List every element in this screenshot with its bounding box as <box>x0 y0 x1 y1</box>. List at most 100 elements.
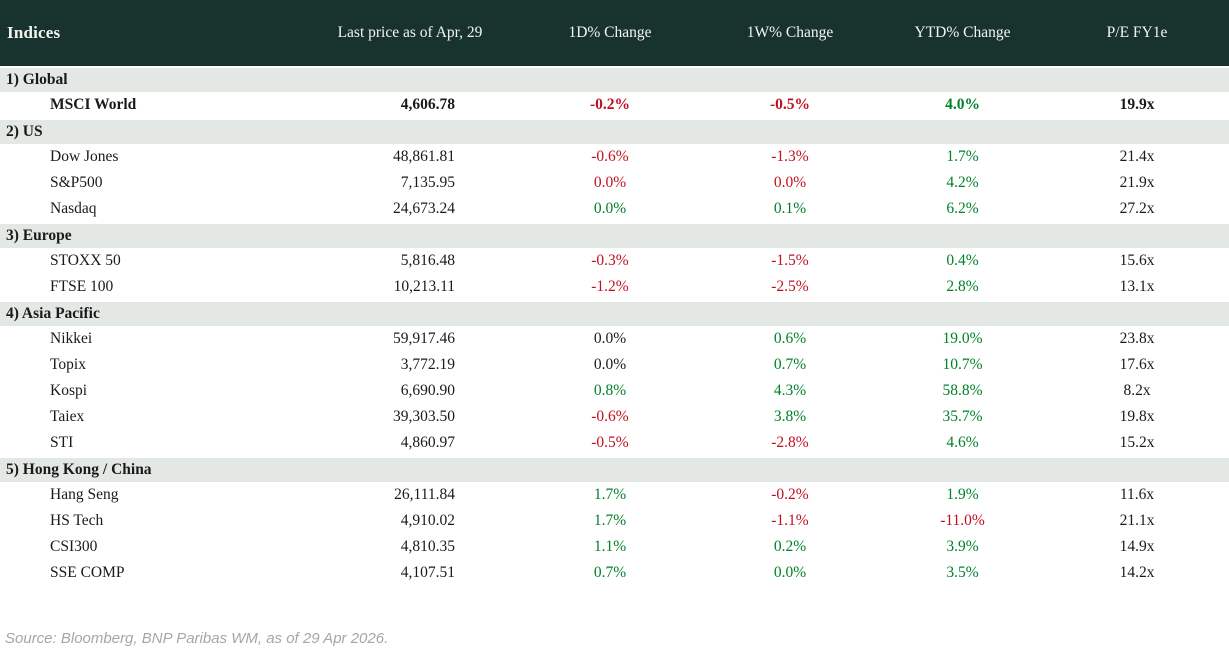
last-price: 4,910.02 <box>400 512 455 529</box>
section-header: 5) Hong Kong / China <box>0 456 1229 482</box>
last-price: 10,213.11 <box>393 278 455 295</box>
column-header-1d-change: 1D% Change <box>568 24 652 41</box>
last-price: 26,111.84 <box>394 486 455 503</box>
change-1w: -1.3% <box>771 148 809 165</box>
table-row: STI 4,860.97 -0.5% -2.8% 4.6% 15.2x <box>0 430 1229 456</box>
column-header-ytd-change: YTD% Change <box>914 24 1011 41</box>
table-row: SSE COMP 4,107.51 0.7% 0.0% 3.5% 14.2x <box>0 560 1229 586</box>
table-row: MSCI World 4,606.78 -0.2% -0.5% 4.0% 19.9x <box>0 92 1229 118</box>
section-header: 3) Europe <box>0 222 1229 248</box>
change-1w: 0.7% <box>773 356 807 373</box>
change-1w: 0.6% <box>773 330 807 347</box>
change-1d: -0.5% <box>591 434 629 451</box>
last-price: 5,816.48 <box>400 252 455 269</box>
change-1d: -0.3% <box>591 252 629 269</box>
change-ytd: 1.9% <box>946 486 979 503</box>
pe-ratio: 11.6x <box>1119 486 1155 503</box>
index-name: Dow Jones <box>50 148 119 165</box>
change-1w: 0.2% <box>773 538 807 555</box>
last-price: 24,673.24 <box>393 200 455 217</box>
table-header-row: Indices Last price as of Apr, 29 1D% Cha… <box>0 0 1229 66</box>
pe-ratio: 19.8x <box>1119 408 1155 425</box>
last-price: 3,772.19 <box>400 356 455 373</box>
change-1w: 3.8% <box>773 408 807 425</box>
change-1d: 0.8% <box>593 382 627 399</box>
change-1w: 0.0% <box>773 564 807 581</box>
table-row: Hang Seng 26,111.84 1.7% -0.2% 1.9% 11.6x <box>0 482 1229 508</box>
table-row: FTSE 100 10,213.11 -1.2% -2.5% 2.8% 13.1x <box>0 274 1229 300</box>
change-ytd: 1.7% <box>946 148 979 165</box>
change-1w: -0.5% <box>769 96 811 113</box>
indices-table: Indices Last price as of Apr, 29 1D% Cha… <box>0 0 1229 586</box>
index-name: FTSE 100 <box>50 278 114 295</box>
change-1w: -1.5% <box>771 252 809 269</box>
change-1w: 0.0% <box>773 174 807 191</box>
last-price: 59,917.46 <box>393 330 455 347</box>
change-ytd: 3.9% <box>946 538 979 555</box>
change-1d: -0.6% <box>591 408 629 425</box>
change-ytd: 3.5% <box>946 564 979 581</box>
index-name: SSE COMP <box>50 564 125 581</box>
table-row: CSI300 4,810.35 1.1% 0.2% 3.9% 14.9x <box>0 534 1229 560</box>
index-name: Kospi <box>50 382 88 399</box>
table-row: S&P500 7,135.95 0.0% 0.0% 4.2% 21.9x <box>0 170 1229 196</box>
column-header-pe: P/E FY1e <box>1106 24 1168 41</box>
change-1w: -2.5% <box>771 278 809 295</box>
pe-ratio: 19.9x <box>1119 96 1155 113</box>
pe-ratio: 17.6x <box>1119 356 1155 373</box>
table-row: Dow Jones 48,861.81 -0.6% -1.3% 1.7% 21.4x <box>0 144 1229 170</box>
pe-ratio: 23.8x <box>1119 330 1155 347</box>
table-body: 1) Global MSCI World 4,606.78 -0.2% -0.5% 4.0… <box>0 66 1229 586</box>
pe-ratio: 8.2x <box>1123 382 1151 399</box>
change-1d: 0.0% <box>593 200 627 217</box>
pe-ratio: 21.4x <box>1119 148 1155 165</box>
index-name: CSI300 <box>50 538 98 555</box>
pe-ratio: 27.2x <box>1119 200 1155 217</box>
change-1d: 0.0% <box>593 330 627 347</box>
index-name: MSCI World <box>50 96 137 113</box>
table-row: Nikkei 59,917.46 0.0% 0.6% 19.0% 23.8x <box>0 326 1229 352</box>
last-price: 39,303.50 <box>393 408 455 425</box>
table-row: HS Tech 4,910.02 1.7% -1.1% -11.0% 21.1x <box>0 508 1229 534</box>
index-name: Nikkei <box>50 330 93 347</box>
change-ytd: -11.0% <box>940 512 985 529</box>
change-1d: 0.7% <box>593 564 627 581</box>
index-name: STOXX 50 <box>50 252 121 269</box>
pe-ratio: 14.2x <box>1119 564 1155 581</box>
index-name: STI <box>50 434 74 451</box>
last-price: 6,690.90 <box>400 382 455 399</box>
change-1w: 0.1% <box>773 200 807 217</box>
pe-ratio: 15.6x <box>1119 252 1155 269</box>
last-price: 4,860.97 <box>400 434 455 451</box>
index-name: HS Tech <box>50 512 104 529</box>
index-name: Taiex <box>50 408 85 425</box>
section-header: 2) US <box>0 118 1229 144</box>
section-header: 4) Asia Pacific <box>0 300 1229 326</box>
change-1w: -1.1% <box>771 512 809 529</box>
section-header: 1) Global <box>0 66 1229 92</box>
change-1d: 1.7% <box>593 486 627 503</box>
last-price: 4,810.35 <box>400 538 455 555</box>
change-1d: 0.0% <box>593 356 627 373</box>
index-name: Nasdaq <box>50 200 97 217</box>
pe-ratio: 13.1x <box>1119 278 1155 295</box>
change-ytd: 4.6% <box>946 434 979 451</box>
last-price: 4,107.51 <box>400 564 455 581</box>
table-row: Kospi 6,690.90 0.8% 4.3% 58.8% 8.2x <box>0 378 1229 404</box>
table-row: STOXX 50 5,816.48 -0.3% -1.5% 0.4% 15.6x <box>0 248 1229 274</box>
table-row: Nasdaq 24,673.24 0.0% 0.1% 6.2% 27.2x <box>0 196 1229 222</box>
pe-ratio: 14.9x <box>1119 538 1155 555</box>
change-1d: -1.2% <box>591 278 629 295</box>
index-name: S&P500 <box>50 174 103 191</box>
change-1w: -2.8% <box>771 434 809 451</box>
column-header-indices: Indices <box>7 23 61 42</box>
pe-ratio: 21.9x <box>1119 174 1155 191</box>
change-ytd: 10.7% <box>942 356 983 373</box>
pe-ratio: 21.1x <box>1119 512 1155 529</box>
change-1d: 1.7% <box>593 512 627 529</box>
change-ytd: 4.0% <box>945 96 980 113</box>
change-ytd: 6.2% <box>946 200 979 217</box>
change-1d: 0.0% <box>593 174 627 191</box>
last-price: 4,606.78 <box>400 96 455 113</box>
last-price: 7,135.95 <box>400 174 455 191</box>
